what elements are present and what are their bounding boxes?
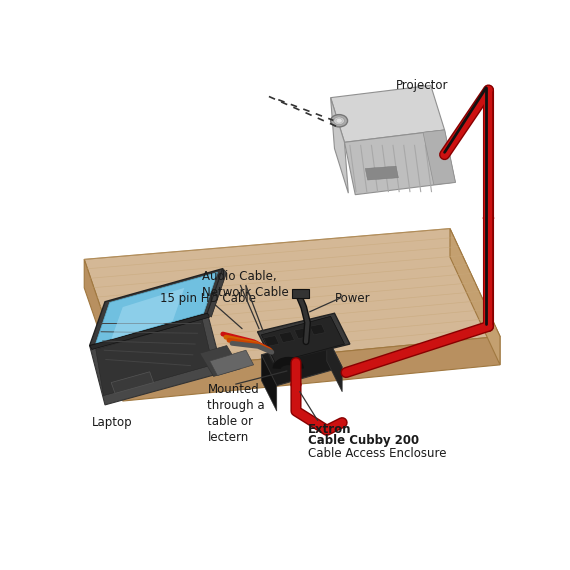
Polygon shape: [89, 314, 210, 349]
Polygon shape: [261, 355, 276, 411]
Polygon shape: [310, 324, 325, 335]
Ellipse shape: [336, 119, 342, 123]
Polygon shape: [258, 314, 350, 363]
Polygon shape: [423, 130, 455, 185]
Text: Cable Cubby 200: Cable Cubby 200: [308, 434, 418, 447]
Text: 15 pin HD Cable: 15 pin HD Cable: [160, 292, 256, 305]
Polygon shape: [207, 268, 227, 317]
Polygon shape: [84, 259, 123, 400]
Polygon shape: [327, 336, 342, 392]
Polygon shape: [96, 319, 213, 396]
Polygon shape: [331, 97, 348, 193]
Polygon shape: [295, 328, 310, 339]
Polygon shape: [331, 86, 445, 142]
Polygon shape: [200, 345, 241, 376]
Polygon shape: [344, 130, 455, 195]
Text: Power: Power: [335, 292, 370, 305]
Text: Cable Access Enclosure: Cable Access Enclosure: [308, 447, 446, 460]
Text: Mounted
through a
table or
lectern: Mounted through a table or lectern: [207, 382, 265, 443]
Polygon shape: [210, 350, 254, 376]
Polygon shape: [89, 314, 223, 405]
Polygon shape: [261, 316, 344, 363]
Polygon shape: [84, 229, 500, 373]
Bar: [292, 288, 309, 298]
Polygon shape: [450, 229, 500, 365]
Polygon shape: [111, 288, 184, 340]
Polygon shape: [123, 336, 500, 401]
Polygon shape: [89, 268, 223, 345]
Text: Extron: Extron: [308, 422, 351, 435]
Polygon shape: [96, 272, 217, 343]
Polygon shape: [365, 166, 398, 180]
Ellipse shape: [331, 115, 348, 127]
Polygon shape: [264, 336, 279, 347]
Text: Audio Cable,
Network Cable: Audio Cable, Network Cable: [202, 270, 289, 299]
Text: Projector: Projector: [396, 79, 449, 92]
Polygon shape: [279, 332, 295, 343]
Text: Laptop: Laptop: [92, 417, 133, 429]
Polygon shape: [111, 372, 153, 393]
Polygon shape: [261, 336, 342, 386]
Ellipse shape: [333, 117, 344, 125]
